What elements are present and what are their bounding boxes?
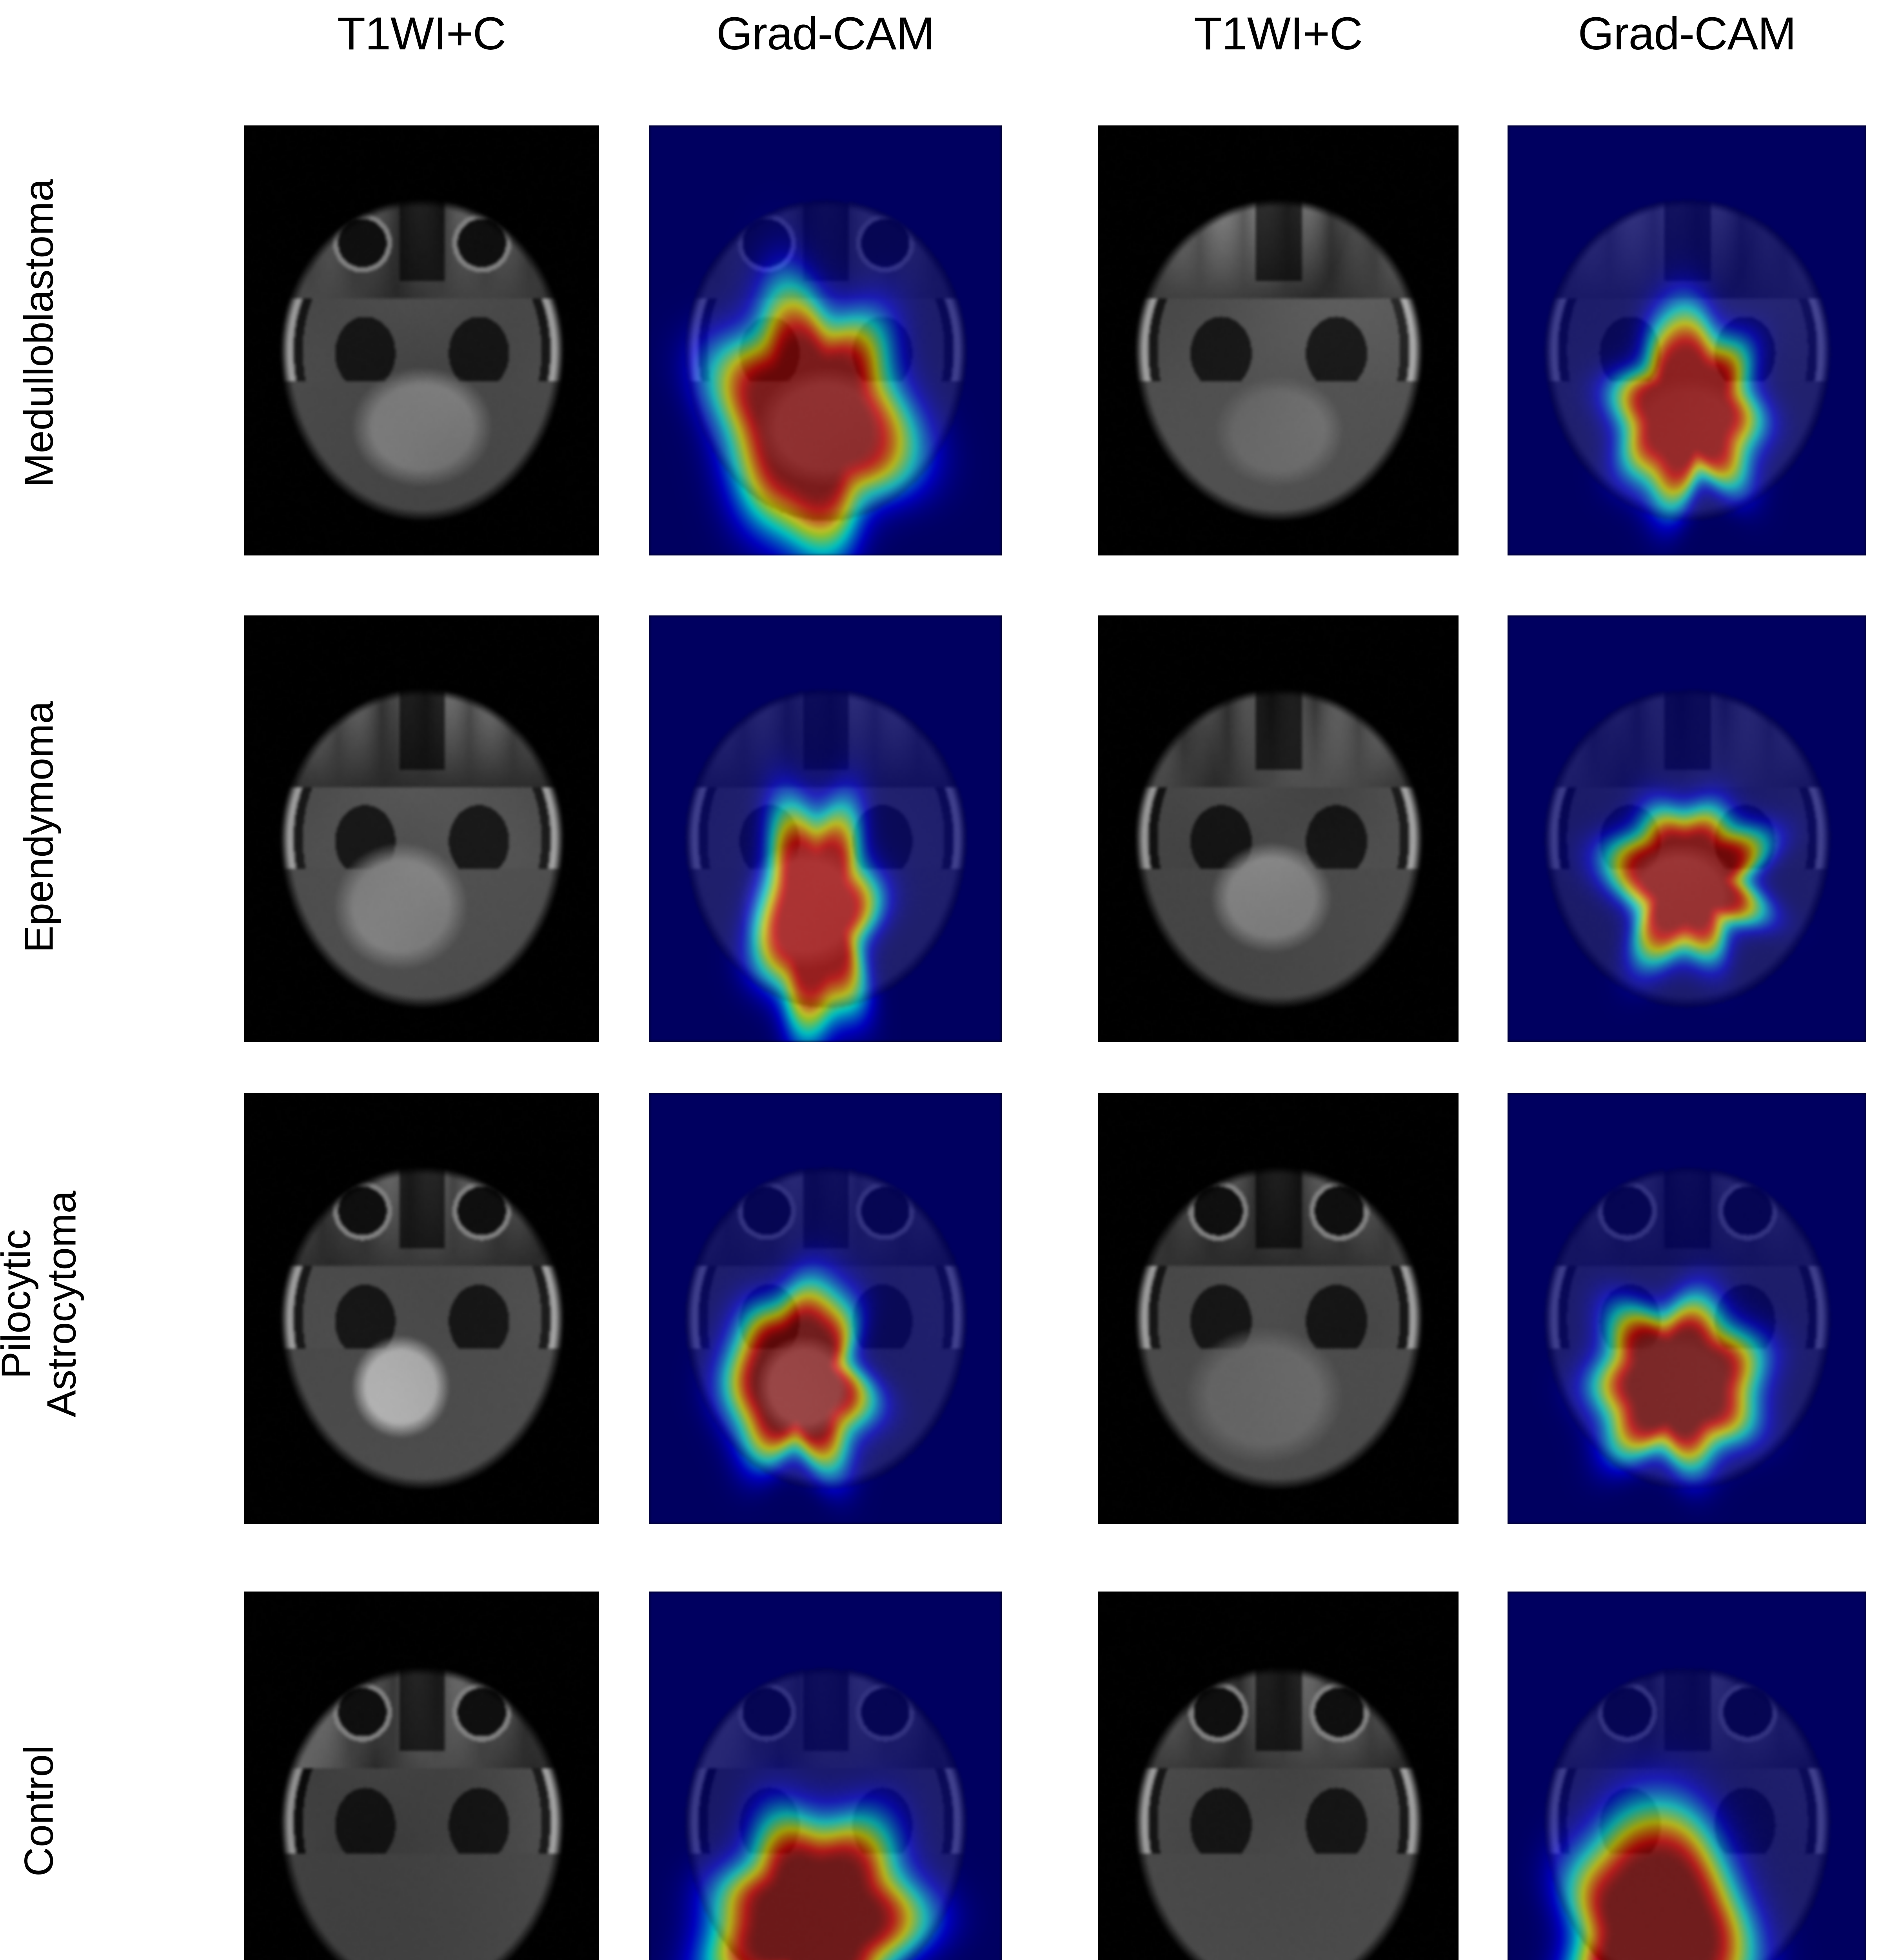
panel-image bbox=[1508, 1093, 1866, 1524]
panel-image bbox=[1508, 125, 1866, 555]
panel-image bbox=[244, 1093, 599, 1524]
column-header-3: T1WI+C bbox=[1194, 8, 1363, 60]
gradcam-panel-r1c2 bbox=[649, 125, 1002, 555]
gradcam-panel-r2c2 bbox=[649, 615, 1002, 1042]
panel-image bbox=[244, 1592, 599, 1960]
gradcam-panel-r3c4 bbox=[1508, 1093, 1866, 1524]
panel-image bbox=[649, 1093, 1002, 1524]
panel-image bbox=[1098, 615, 1459, 1042]
panel-image bbox=[244, 615, 599, 1042]
column-header-4: Grad-CAM bbox=[1578, 8, 1796, 60]
panel-image bbox=[649, 615, 1002, 1042]
row-label-pilocytic-astrocytoma: Pilocytic Astrocytoma bbox=[0, 1088, 85, 1519]
row-label-line-2: Astrocytoma bbox=[39, 1191, 85, 1417]
row-label-control: Control bbox=[16, 1745, 62, 1877]
mri-panel-r4c3 bbox=[1098, 1592, 1459, 1960]
panel-image bbox=[1508, 1592, 1866, 1960]
gradcam-panel-r4c4 bbox=[1508, 1592, 1866, 1960]
column-header-2: Grad-CAM bbox=[716, 8, 935, 60]
panel-image bbox=[1098, 125, 1459, 555]
row-label-line-1: Pilocytic bbox=[0, 1229, 39, 1379]
panel-image bbox=[1508, 615, 1866, 1042]
panel-image bbox=[1098, 1592, 1459, 1960]
panel-image bbox=[1098, 1093, 1459, 1524]
row-label-ependymoma: Ependymoma bbox=[16, 701, 62, 953]
row-label-medulloblastoma: Medulloblastoma bbox=[16, 179, 62, 487]
mri-panel-r2c1 bbox=[244, 615, 599, 1042]
gradcam-panel-r4c2 bbox=[649, 1592, 1002, 1960]
mri-panel-r4c1 bbox=[244, 1592, 599, 1960]
panel-image bbox=[649, 1592, 1002, 1960]
mri-panel-r3c1 bbox=[244, 1093, 599, 1524]
mri-panel-r1c1 bbox=[244, 125, 599, 555]
mri-panel-r1c3 bbox=[1098, 125, 1459, 555]
panel-image bbox=[649, 125, 1002, 555]
mri-panel-r3c3 bbox=[1098, 1093, 1459, 1524]
gradcam-panel-r3c2 bbox=[649, 1093, 1002, 1524]
panel-image bbox=[244, 125, 599, 555]
gradcam-panel-r2c4 bbox=[1508, 615, 1866, 1042]
gradcam-panel-r1c4 bbox=[1508, 125, 1866, 555]
mri-panel-r2c3 bbox=[1098, 615, 1459, 1042]
column-header-1: T1WI+C bbox=[337, 8, 506, 60]
